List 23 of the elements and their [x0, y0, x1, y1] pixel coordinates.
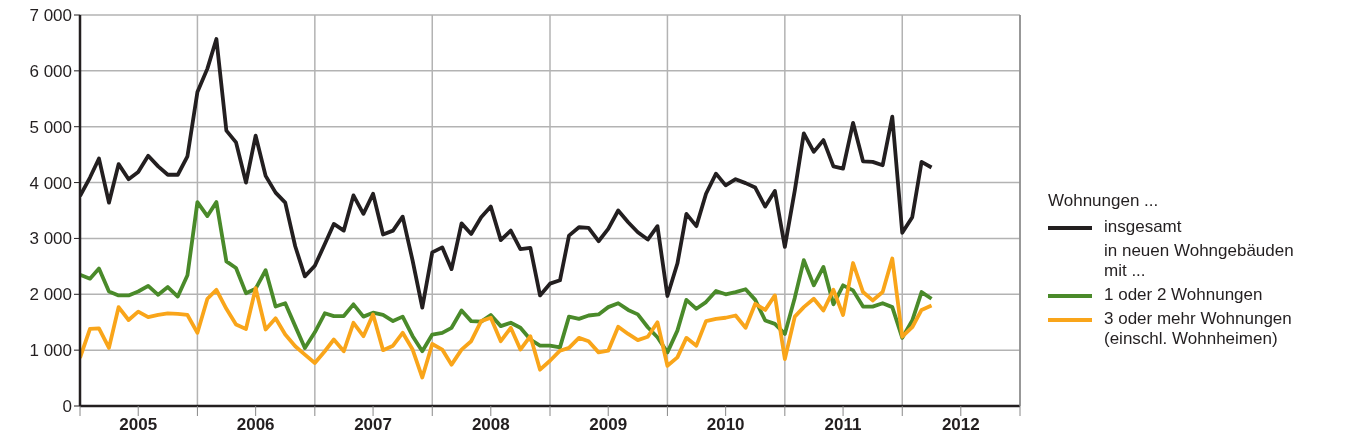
- legend-label: 3 oder mehr Wohnungen (einschl. Wohnheimen): [1104, 309, 1293, 349]
- line-series: [80, 200, 934, 355]
- y-tick-label: 0: [62, 397, 72, 417]
- line-series: [80, 256, 934, 380]
- y-tick-label: 3 000: [29, 229, 72, 249]
- x-tick-label: 2008: [471, 415, 510, 435]
- x-tick-label: 2005: [119, 415, 158, 435]
- y-tick-label: 7 000: [29, 6, 72, 26]
- x-tick-label: 2006: [236, 415, 275, 435]
- x-tick-label: 2010: [706, 415, 745, 435]
- legend-title: Wohnungen ...: [1048, 191, 1160, 211]
- x-tick-label: 2007: [354, 415, 392, 435]
- y-tick-label: 1 000: [29, 341, 72, 361]
- x-tick-label: 2012: [941, 415, 980, 435]
- y-tick-label: 2 000: [29, 285, 72, 305]
- x-tick-label: 2011: [824, 415, 862, 435]
- legend-label: 1 oder 2 Wohnungen: [1104, 285, 1264, 305]
- y-tick-label: 5 000: [29, 117, 72, 137]
- text: in neuen Wohngebäuden mit ...: [1104, 241, 1295, 281]
- y-tick-label: 4 000: [29, 173, 72, 193]
- legend-label: insgesamt: [1104, 217, 1183, 237]
- y-tick-label: 6 000: [29, 61, 72, 81]
- x-tick-label: 2009: [589, 415, 628, 435]
